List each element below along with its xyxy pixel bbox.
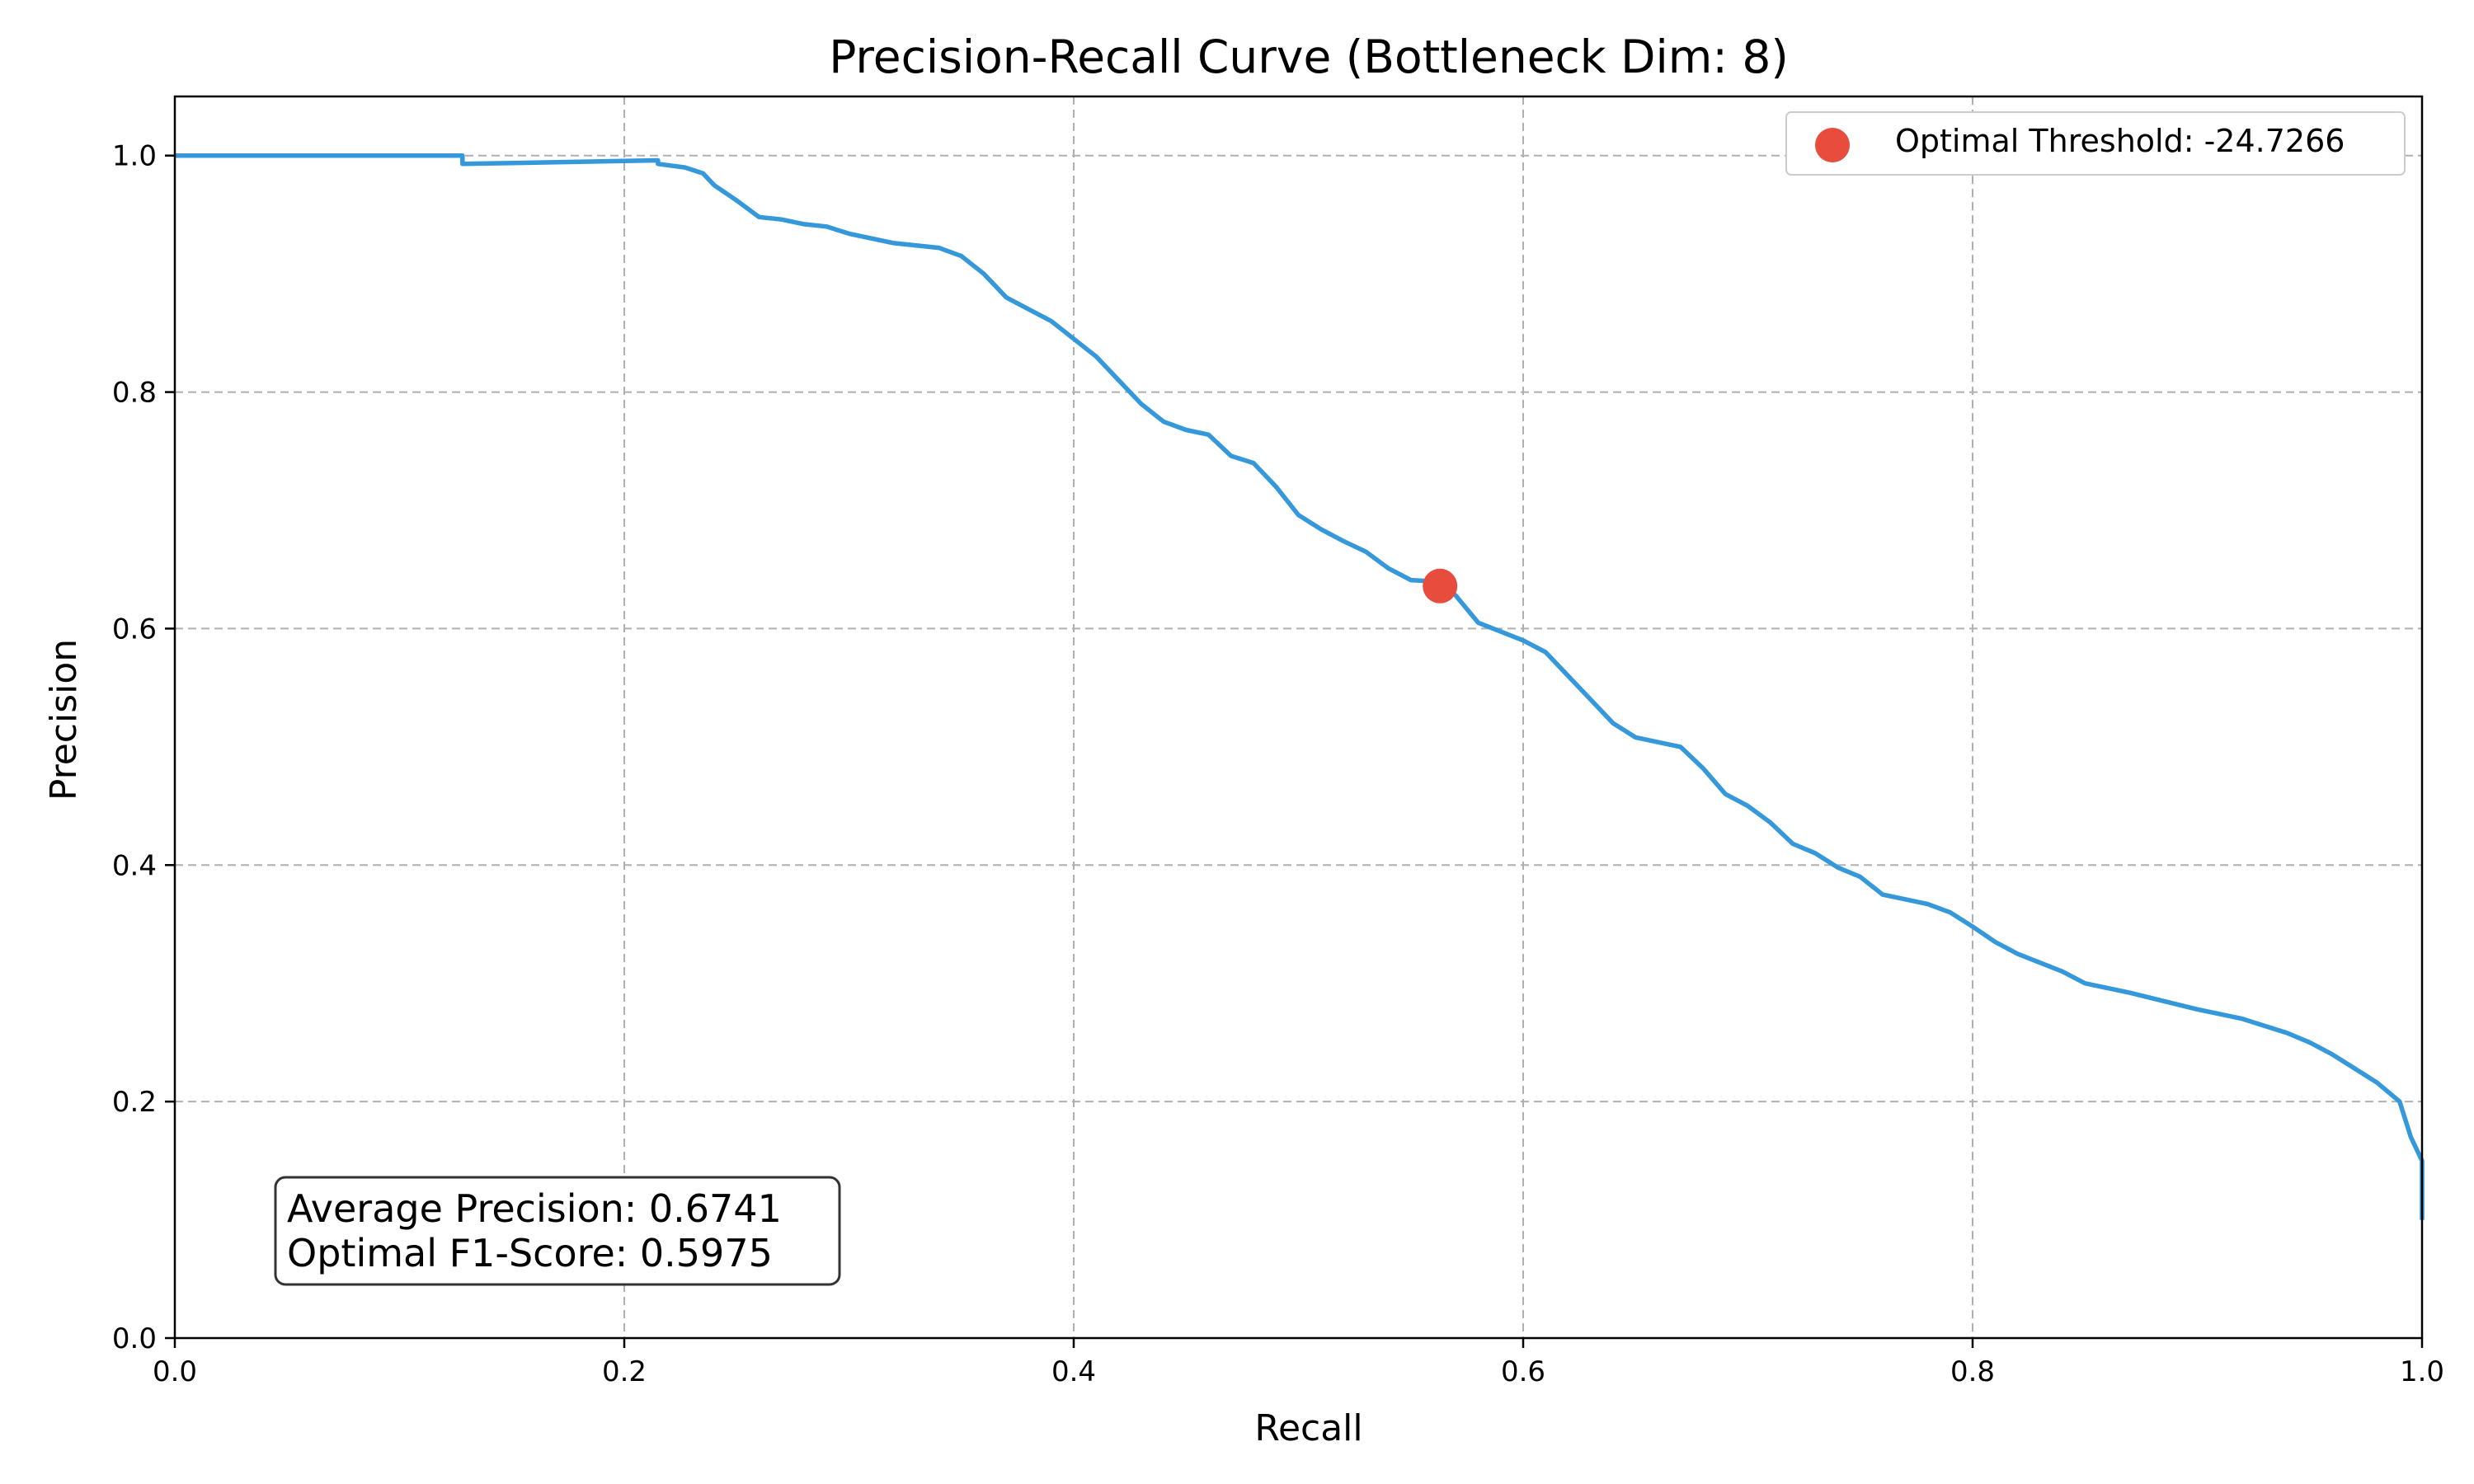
x-tick-label: 0.6 [1501,1355,1545,1388]
metrics-annotation: Average Precision: 0.6741 Optimal F1-Sco… [274,1176,841,1286]
y-tick-label: 0.2 [112,1086,157,1119]
legend: Optimal Threshold: -24.7266 [1785,111,2406,176]
y-axis-label: Precision [43,639,85,801]
precision-recall-line [175,153,2425,1220]
y-tick-label: 0.0 [112,1322,157,1355]
legend-marker-optimal-threshold [1815,128,1850,162]
x-tick-label: 1.0 [2400,1355,2444,1388]
annotation-optimal-f1: Optimal F1-Score: 0.5975 [287,1231,773,1275]
grid-lines [175,96,2422,1338]
x-axis-label: Recall [1254,1407,1362,1449]
axis-ticks: 0.0 0.2 0.4 0.6 0.8 1.0 0.0 0.2 0.4 0.6 0.8 1.0 [112,140,2444,1388]
legend-box [1785,111,2406,176]
chart-title: Precision-Recall Curve (Bottleneck Dim: … [829,31,1789,83]
legend-label-optimal-threshold: Optimal Threshold: -24.7266 [1895,123,2345,159]
y-tick-label: 0.4 [112,849,157,882]
optimal-point-layer [1423,568,1458,603]
y-tick-label: 0.6 [112,613,157,646]
annotation-average-precision: Average Precision: 0.6741 [287,1186,782,1231]
optimal-threshold-point [1423,568,1458,603]
x-tick-label: 0.8 [1950,1355,1995,1388]
y-tick-label: 1.0 [112,140,157,173]
annotation-box [274,1176,841,1286]
x-tick-label: 0.0 [153,1355,197,1388]
series-layer [175,153,2425,1220]
x-tick-label: 0.4 [1051,1355,1096,1388]
y-tick-label: 0.8 [112,377,157,410]
x-tick-label: 0.2 [602,1355,647,1388]
plot-frame [173,95,2424,1340]
